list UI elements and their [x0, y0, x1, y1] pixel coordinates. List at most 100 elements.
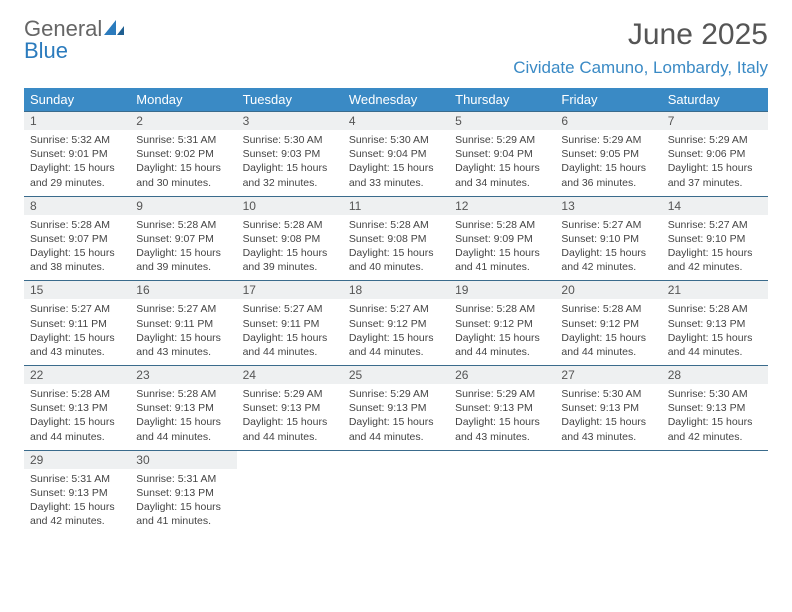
day-details: Sunrise: 5:27 AMSunset: 9:12 PMDaylight:…	[343, 299, 449, 365]
calendar-cell: 26Sunrise: 5:29 AMSunset: 9:13 PMDayligh…	[449, 365, 555, 450]
calendar-cell: 25Sunrise: 5:29 AMSunset: 9:13 PMDayligh…	[343, 365, 449, 450]
logo-word2: Blue	[24, 38, 68, 63]
weekday-header: Saturday	[662, 88, 768, 111]
calendar: SundayMondayTuesdayWednesdayThursdayFrid…	[0, 82, 792, 534]
empty-cell	[237, 450, 343, 469]
day-details: Sunrise: 5:29 AMSunset: 9:05 PMDaylight:…	[555, 130, 661, 196]
calendar-cell: 17Sunrise: 5:27 AMSunset: 9:11 PMDayligh…	[237, 280, 343, 365]
day-details: Sunrise: 5:28 AMSunset: 9:07 PMDaylight:…	[130, 215, 236, 281]
empty-cell	[662, 450, 768, 469]
day-details: Sunrise: 5:28 AMSunset: 9:13 PMDaylight:…	[130, 384, 236, 450]
calendar-cell	[343, 450, 449, 535]
day-number: 8	[24, 196, 130, 215]
day-number: 23	[130, 365, 236, 384]
day-number: 1	[24, 111, 130, 130]
calendar-cell: 3Sunrise: 5:30 AMSunset: 9:03 PMDaylight…	[237, 111, 343, 196]
weekday-header: Sunday	[24, 88, 130, 111]
day-number: 9	[130, 196, 236, 215]
day-details: Sunrise: 5:30 AMSunset: 9:04 PMDaylight:…	[343, 130, 449, 196]
day-details: Sunrise: 5:27 AMSunset: 9:10 PMDaylight:…	[662, 215, 768, 281]
day-details: Sunrise: 5:28 AMSunset: 9:08 PMDaylight:…	[237, 215, 343, 281]
day-number: 4	[343, 111, 449, 130]
day-number: 7	[662, 111, 768, 130]
calendar-cell: 29Sunrise: 5:31 AMSunset: 9:13 PMDayligh…	[24, 450, 130, 535]
calendar-cell: 16Sunrise: 5:27 AMSunset: 9:11 PMDayligh…	[130, 280, 236, 365]
day-details: Sunrise: 5:28 AMSunset: 9:08 PMDaylight:…	[343, 215, 449, 281]
calendar-cell: 27Sunrise: 5:30 AMSunset: 9:13 PMDayligh…	[555, 365, 661, 450]
day-number: 25	[343, 365, 449, 384]
calendar-cell: 8Sunrise: 5:28 AMSunset: 9:07 PMDaylight…	[24, 196, 130, 281]
day-number: 16	[130, 280, 236, 299]
day-number: 3	[237, 111, 343, 130]
day-number: 19	[449, 280, 555, 299]
day-details: Sunrise: 5:31 AMSunset: 9:13 PMDaylight:…	[130, 469, 236, 535]
calendar-cell: 12Sunrise: 5:28 AMSunset: 9:09 PMDayligh…	[449, 196, 555, 281]
calendar-cell: 30Sunrise: 5:31 AMSunset: 9:13 PMDayligh…	[130, 450, 236, 535]
calendar-cell: 19Sunrise: 5:28 AMSunset: 9:12 PMDayligh…	[449, 280, 555, 365]
empty-cell	[555, 450, 661, 469]
day-details: Sunrise: 5:30 AMSunset: 9:03 PMDaylight:…	[237, 130, 343, 196]
day-details: Sunrise: 5:32 AMSunset: 9:01 PMDaylight:…	[24, 130, 130, 196]
calendar-cell: 5Sunrise: 5:29 AMSunset: 9:04 PMDaylight…	[449, 111, 555, 196]
calendar-cell	[555, 450, 661, 535]
day-number: 6	[555, 111, 661, 130]
day-number: 24	[237, 365, 343, 384]
calendar-cell: 20Sunrise: 5:28 AMSunset: 9:12 PMDayligh…	[555, 280, 661, 365]
day-details: Sunrise: 5:30 AMSunset: 9:13 PMDaylight:…	[662, 384, 768, 450]
day-number: 17	[237, 280, 343, 299]
day-details: Sunrise: 5:28 AMSunset: 9:12 PMDaylight:…	[555, 299, 661, 365]
day-details: Sunrise: 5:29 AMSunset: 9:13 PMDaylight:…	[237, 384, 343, 450]
calendar-cell: 13Sunrise: 5:27 AMSunset: 9:10 PMDayligh…	[555, 196, 661, 281]
day-details: Sunrise: 5:31 AMSunset: 9:13 PMDaylight:…	[24, 469, 130, 535]
calendar-cell: 15Sunrise: 5:27 AMSunset: 9:11 PMDayligh…	[24, 280, 130, 365]
day-details: Sunrise: 5:30 AMSunset: 9:13 PMDaylight:…	[555, 384, 661, 450]
calendar-table: SundayMondayTuesdayWednesdayThursdayFrid…	[24, 88, 768, 534]
day-details: Sunrise: 5:29 AMSunset: 9:13 PMDaylight:…	[343, 384, 449, 450]
calendar-cell: 1Sunrise: 5:32 AMSunset: 9:01 PMDaylight…	[24, 111, 130, 196]
calendar-cell: 11Sunrise: 5:28 AMSunset: 9:08 PMDayligh…	[343, 196, 449, 281]
empty-cell	[449, 450, 555, 469]
day-number: 27	[555, 365, 661, 384]
calendar-cell: 21Sunrise: 5:28 AMSunset: 9:13 PMDayligh…	[662, 280, 768, 365]
logo: General Blue	[24, 18, 126, 62]
calendar-cell: 22Sunrise: 5:28 AMSunset: 9:13 PMDayligh…	[24, 365, 130, 450]
day-number: 30	[130, 450, 236, 469]
day-details: Sunrise: 5:27 AMSunset: 9:11 PMDaylight:…	[130, 299, 236, 365]
day-number: 13	[555, 196, 661, 215]
day-details: Sunrise: 5:29 AMSunset: 9:04 PMDaylight:…	[449, 130, 555, 196]
day-number: 11	[343, 196, 449, 215]
day-number: 29	[24, 450, 130, 469]
day-number: 26	[449, 365, 555, 384]
calendar-cell: 4Sunrise: 5:30 AMSunset: 9:04 PMDaylight…	[343, 111, 449, 196]
day-details: Sunrise: 5:27 AMSunset: 9:11 PMDaylight:…	[24, 299, 130, 365]
calendar-cell	[237, 450, 343, 535]
day-number: 12	[449, 196, 555, 215]
day-details: Sunrise: 5:31 AMSunset: 9:02 PMDaylight:…	[130, 130, 236, 196]
day-details: Sunrise: 5:28 AMSunset: 9:07 PMDaylight:…	[24, 215, 130, 281]
calendar-cell: 7Sunrise: 5:29 AMSunset: 9:06 PMDaylight…	[662, 111, 768, 196]
day-number: 5	[449, 111, 555, 130]
weekday-header: Monday	[130, 88, 236, 111]
day-number: 10	[237, 196, 343, 215]
calendar-cell: 18Sunrise: 5:27 AMSunset: 9:12 PMDayligh…	[343, 280, 449, 365]
calendar-cell: 9Sunrise: 5:28 AMSunset: 9:07 PMDaylight…	[130, 196, 236, 281]
calendar-cell: 6Sunrise: 5:29 AMSunset: 9:05 PMDaylight…	[555, 111, 661, 196]
day-details: Sunrise: 5:29 AMSunset: 9:13 PMDaylight:…	[449, 384, 555, 450]
calendar-cell	[449, 450, 555, 535]
calendar-cell: 24Sunrise: 5:29 AMSunset: 9:13 PMDayligh…	[237, 365, 343, 450]
day-number: 15	[24, 280, 130, 299]
day-number: 18	[343, 280, 449, 299]
day-number: 28	[662, 365, 768, 384]
calendar-cell: 14Sunrise: 5:27 AMSunset: 9:10 PMDayligh…	[662, 196, 768, 281]
weekday-header: Tuesday	[237, 88, 343, 111]
weekday-header: Thursday	[449, 88, 555, 111]
weekday-header: Wednesday	[343, 88, 449, 111]
calendar-cell: 28Sunrise: 5:30 AMSunset: 9:13 PMDayligh…	[662, 365, 768, 450]
calendar-cell: 23Sunrise: 5:28 AMSunset: 9:13 PMDayligh…	[130, 365, 236, 450]
day-number: 14	[662, 196, 768, 215]
day-details: Sunrise: 5:28 AMSunset: 9:12 PMDaylight:…	[449, 299, 555, 365]
day-number: 21	[662, 280, 768, 299]
day-details: Sunrise: 5:28 AMSunset: 9:13 PMDaylight:…	[24, 384, 130, 450]
day-details: Sunrise: 5:29 AMSunset: 9:06 PMDaylight:…	[662, 130, 768, 196]
calendar-cell: 2Sunrise: 5:31 AMSunset: 9:02 PMDaylight…	[130, 111, 236, 196]
